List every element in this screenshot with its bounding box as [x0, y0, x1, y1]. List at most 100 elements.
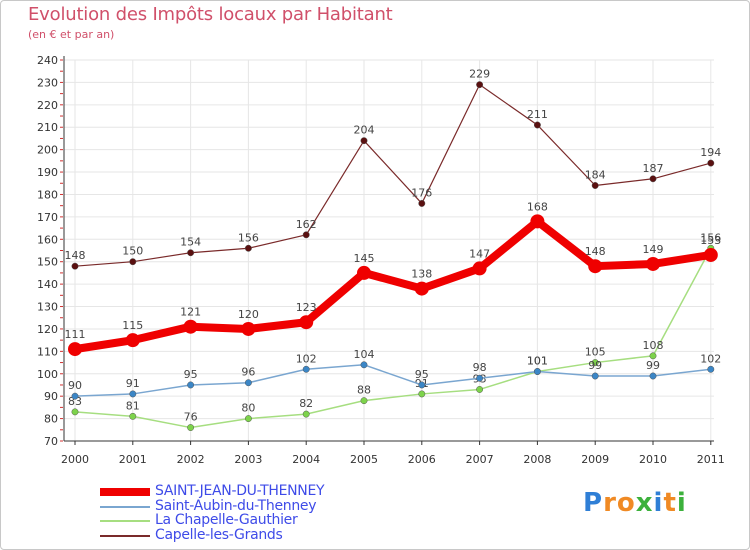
- data-label: 153: [700, 234, 721, 247]
- data-point: [649, 175, 657, 183]
- data-point: [646, 256, 660, 271]
- data-point: [649, 352, 657, 360]
- data-point: [707, 365, 715, 373]
- data-label: 121: [180, 306, 201, 319]
- data-label: 120: [238, 308, 259, 321]
- data-label: 76: [184, 411, 198, 424]
- data-point: [533, 121, 541, 129]
- data-label: 123: [296, 301, 317, 314]
- logo-letter: i: [653, 488, 664, 518]
- data-label: 168: [527, 200, 548, 213]
- data-point: [125, 333, 140, 348]
- y-tick-label: 240: [37, 54, 58, 67]
- data-point: [418, 381, 426, 389]
- data-point: [360, 361, 368, 369]
- data-point: [357, 265, 371, 280]
- data-label: 187: [643, 162, 664, 175]
- data-label: 99: [588, 359, 602, 372]
- data-point: [418, 390, 426, 398]
- y-tick-label: 80: [44, 413, 58, 426]
- data-point: [302, 410, 310, 418]
- logo-letter: i: [676, 488, 687, 518]
- x-tick-label: 2003: [234, 453, 262, 466]
- legend-swatch: [100, 488, 150, 496]
- data-label: 102: [700, 352, 721, 365]
- data-point: [183, 319, 198, 334]
- data-label: 149: [643, 243, 664, 256]
- data-label: 101: [527, 355, 548, 368]
- legend-swatch: [100, 505, 150, 508]
- data-point: [591, 359, 599, 367]
- data-point: [476, 386, 484, 393]
- y-tick-label: 110: [37, 345, 58, 358]
- x-tick-label: 2010: [639, 453, 667, 466]
- y-tick-label: 180: [37, 188, 58, 201]
- data-label: 150: [122, 245, 143, 258]
- series-line: [74, 247, 712, 429]
- legend-label: Capelle-les-Grands: [155, 526, 283, 543]
- data-point: [71, 262, 79, 270]
- data-label: 184: [585, 169, 606, 182]
- data-label: 162: [296, 218, 317, 231]
- y-tick-label: 160: [37, 233, 58, 246]
- y-tick-label: 130: [37, 301, 58, 314]
- data-point: [360, 397, 368, 405]
- data-label: 115: [122, 319, 143, 332]
- data-point: [530, 214, 545, 229]
- data-label: 147: [469, 247, 490, 260]
- data-label: 91: [126, 377, 140, 390]
- logo-letter: t: [663, 488, 677, 518]
- x-tick-label: 2004: [292, 453, 320, 466]
- x-tick-label: 2008: [523, 453, 551, 466]
- data-point: [591, 372, 599, 380]
- legend-swatch: [100, 520, 150, 522]
- data-point: [129, 412, 137, 420]
- logo-letter: x: [635, 488, 654, 518]
- proxiti-logo: Proxiti: [583, 488, 687, 518]
- series-line: [74, 84, 712, 267]
- data-label: 82: [299, 397, 313, 410]
- x-tick-label: 2005: [350, 453, 378, 466]
- chart-subtitle: (en € et par an): [28, 28, 115, 41]
- data-point: [360, 137, 368, 145]
- y-tick-label: 100: [37, 368, 58, 381]
- y-tick-label: 170: [37, 211, 58, 224]
- data-label: 111: [65, 328, 86, 341]
- data-label: 229: [469, 68, 490, 81]
- data-label: 88: [357, 384, 371, 397]
- data-label: 98: [473, 361, 487, 374]
- y-tick-label: 140: [37, 278, 58, 291]
- data-label: 148: [65, 249, 86, 262]
- y-tick-label: 200: [37, 144, 58, 157]
- logo-letter: P: [583, 488, 604, 518]
- data-label: 80: [241, 402, 255, 415]
- legend-label: Saint-Aubin-du-Thenney: [155, 497, 317, 514]
- data-label: 96: [241, 366, 255, 379]
- y-tick-label: 70: [44, 435, 58, 448]
- data-label: 104: [354, 348, 375, 361]
- series-line: [71, 217, 715, 354]
- chart-title: Evolution des Impôts locaux par Habitant: [28, 4, 393, 25]
- data-point: [129, 258, 137, 266]
- data-point: [299, 315, 314, 330]
- data-label: 176: [411, 186, 432, 199]
- data-label: 99: [646, 359, 660, 372]
- x-tick-label: 2002: [177, 453, 205, 466]
- x-tick-label: 2000: [61, 453, 89, 466]
- data-point: [476, 81, 484, 89]
- data-label: 102: [296, 352, 317, 365]
- data-label: 105: [585, 346, 606, 359]
- data-label: 95: [415, 368, 429, 381]
- data-point: [649, 372, 657, 380]
- data-point: [591, 182, 599, 189]
- y-tick-label: 150: [37, 256, 58, 269]
- data-point: [244, 379, 252, 387]
- legend-swatch: [100, 534, 150, 537]
- data-point: [707, 159, 715, 167]
- data-label: 95: [184, 368, 198, 381]
- data-point: [302, 365, 310, 373]
- legend-label: La Chapelle-Gauthier: [155, 512, 298, 528]
- x-tick-label: 2011: [697, 453, 725, 466]
- data-label: 108: [643, 339, 664, 352]
- data-label: 194: [700, 146, 721, 159]
